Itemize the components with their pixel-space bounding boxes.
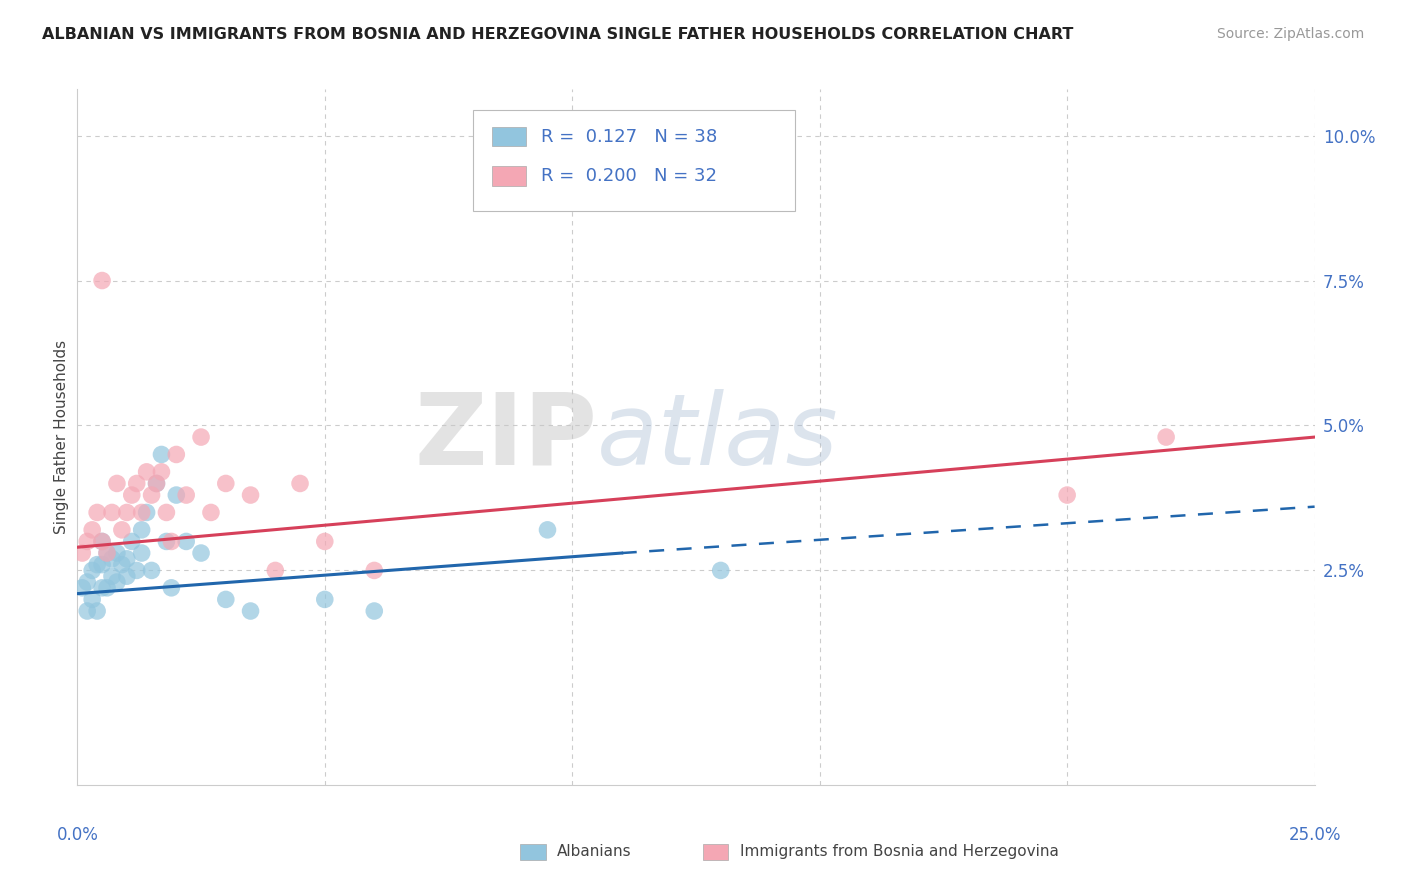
Point bbox=[96, 581, 118, 595]
Point bbox=[91, 273, 114, 287]
Point bbox=[1056, 488, 1078, 502]
Point bbox=[91, 558, 114, 572]
Point bbox=[215, 592, 238, 607]
Text: Immigrants from Bosnia and Herzegovina: Immigrants from Bosnia and Herzegovina bbox=[740, 845, 1059, 859]
Point bbox=[82, 592, 104, 607]
Point bbox=[111, 523, 134, 537]
Point bbox=[115, 505, 138, 519]
Point bbox=[165, 448, 187, 462]
Point bbox=[135, 505, 157, 519]
FancyBboxPatch shape bbox=[474, 110, 794, 211]
Point bbox=[125, 476, 148, 491]
Point bbox=[105, 546, 128, 560]
Text: Albanians: Albanians bbox=[557, 845, 631, 859]
Point bbox=[121, 534, 143, 549]
Point bbox=[155, 505, 177, 519]
Point bbox=[160, 534, 183, 549]
Point bbox=[239, 604, 262, 618]
Text: Source: ZipAtlas.com: Source: ZipAtlas.com bbox=[1216, 27, 1364, 41]
Point bbox=[72, 546, 94, 560]
Point bbox=[190, 430, 212, 444]
Point bbox=[710, 564, 733, 578]
Text: 0.0%: 0.0% bbox=[56, 826, 98, 844]
Point bbox=[101, 569, 124, 583]
Point bbox=[150, 465, 173, 479]
Point bbox=[121, 488, 143, 502]
Point bbox=[536, 523, 558, 537]
Point bbox=[91, 534, 114, 549]
Point bbox=[155, 534, 177, 549]
Text: ALBANIAN VS IMMIGRANTS FROM BOSNIA AND HERZEGOVINA SINGLE FATHER HOUSEHOLDS CORR: ALBANIAN VS IMMIGRANTS FROM BOSNIA AND H… bbox=[42, 27, 1074, 42]
Point bbox=[91, 534, 114, 549]
Point bbox=[135, 465, 157, 479]
Point bbox=[145, 476, 167, 491]
Y-axis label: Single Father Households: Single Father Households bbox=[53, 340, 69, 534]
Text: ZIP: ZIP bbox=[415, 389, 598, 485]
Point bbox=[115, 569, 138, 583]
Point bbox=[239, 488, 262, 502]
Point bbox=[96, 546, 118, 560]
Point bbox=[200, 505, 222, 519]
Point bbox=[111, 558, 134, 572]
Point bbox=[174, 534, 197, 549]
Point bbox=[165, 488, 187, 502]
Text: R =  0.127   N = 38: R = 0.127 N = 38 bbox=[541, 128, 717, 145]
Point bbox=[314, 592, 336, 607]
Point bbox=[115, 551, 138, 566]
Point bbox=[76, 574, 98, 589]
Point bbox=[150, 448, 173, 462]
Point bbox=[141, 564, 163, 578]
Point bbox=[131, 546, 153, 560]
Text: R =  0.200   N = 32: R = 0.200 N = 32 bbox=[541, 167, 717, 186]
Point bbox=[145, 476, 167, 491]
FancyBboxPatch shape bbox=[492, 127, 526, 146]
Text: atlas: atlas bbox=[598, 389, 838, 485]
Point bbox=[86, 558, 108, 572]
Point bbox=[131, 505, 153, 519]
Point bbox=[101, 505, 124, 519]
Point bbox=[363, 564, 385, 578]
Point bbox=[82, 523, 104, 537]
Point bbox=[190, 546, 212, 560]
Point bbox=[174, 488, 197, 502]
Point bbox=[86, 505, 108, 519]
Point bbox=[86, 604, 108, 618]
Point bbox=[76, 604, 98, 618]
Point bbox=[363, 604, 385, 618]
Point bbox=[131, 523, 153, 537]
Point bbox=[1154, 430, 1177, 444]
Point bbox=[141, 488, 163, 502]
Point bbox=[76, 534, 98, 549]
Point bbox=[105, 574, 128, 589]
Point bbox=[264, 564, 287, 578]
Point bbox=[91, 581, 114, 595]
Point bbox=[72, 581, 94, 595]
Point bbox=[105, 476, 128, 491]
Text: 25.0%: 25.0% bbox=[1288, 826, 1341, 844]
Point bbox=[314, 534, 336, 549]
Point bbox=[215, 476, 238, 491]
Point bbox=[96, 546, 118, 560]
Point bbox=[125, 564, 148, 578]
Point bbox=[82, 564, 104, 578]
Point bbox=[160, 581, 183, 595]
FancyBboxPatch shape bbox=[492, 167, 526, 186]
Point bbox=[101, 551, 124, 566]
Point bbox=[288, 476, 311, 491]
